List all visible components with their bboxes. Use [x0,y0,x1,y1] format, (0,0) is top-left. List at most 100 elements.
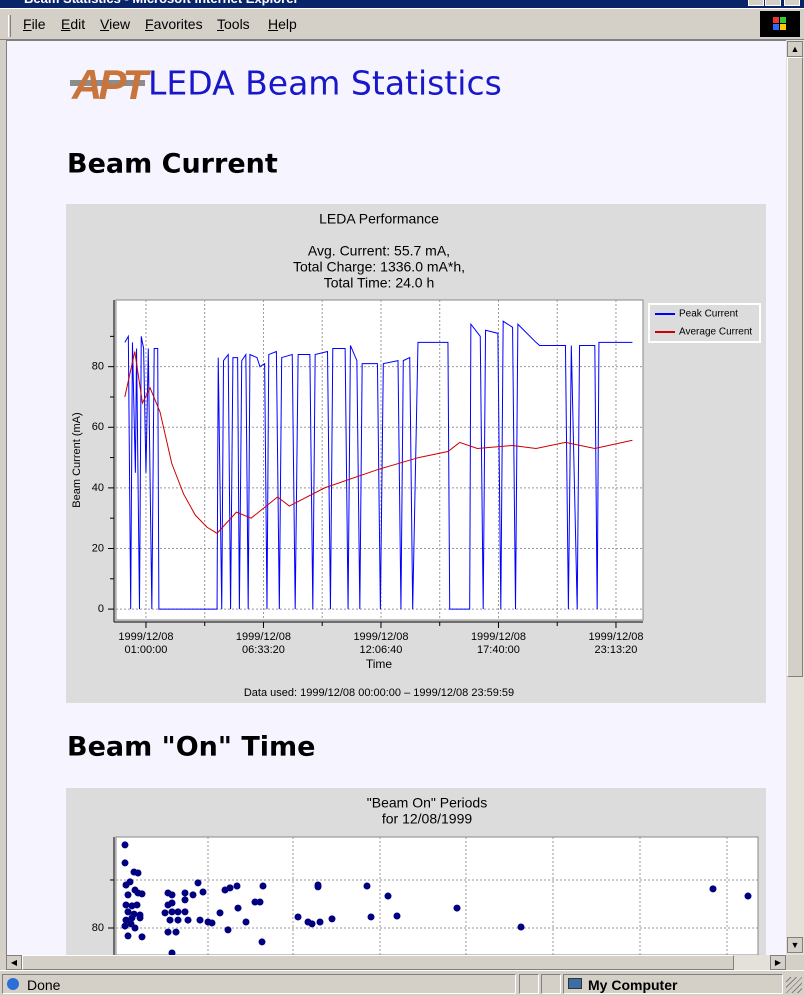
data-point [226,884,234,892]
x-tick-label: 1999/12/08 23:13:20 [588,631,643,656]
data-point [126,878,134,886]
data-point [174,916,182,924]
data-point [138,933,146,941]
logo-square [780,17,786,23]
data-point [134,869,142,877]
data-point [124,908,132,916]
scroll-right[interactable]: ▶ [770,955,786,970]
x-tick-label: 1999/12/08 06:33:20 [236,631,291,656]
scroll-down[interactable]: ▼ [787,937,803,953]
data-point [258,938,266,946]
data-point [393,912,401,920]
y-tick-label: 40 [92,482,104,494]
vertical-scrollbar[interactable]: ▲ ▼ [786,40,804,955]
data-point [744,892,752,900]
scroll-thumb[interactable] [22,955,734,970]
x-tick-label: 1999/12/08 12:06:40 [353,631,408,656]
menu-item[interactable]: Edit [61,16,86,32]
legend-label: Peak Current [679,309,738,320]
window-title: Beam Statistics - Microsoft Internet Exp… [24,0,299,6]
data-point [367,913,375,921]
chart-subtitle: Total Charge: 1336.0 mA*h, [293,259,465,275]
toolbar-grip [8,15,11,37]
plot-area [115,836,759,955]
section-heading: Beam Current [67,149,278,180]
minimize-button[interactable] [748,0,764,6]
data-point [363,882,371,890]
menu-item[interactable]: Help [268,16,297,32]
data-point [168,891,176,899]
logo-square [773,24,779,30]
y-tick-label: 60 [92,421,104,433]
scroll-thumb[interactable] [787,57,803,677]
data-point [189,891,197,899]
data-point [196,916,204,924]
data-point [242,918,250,926]
scroll-up[interactable]: ▲ [787,41,803,57]
data-point [316,918,324,926]
y-tick-label: 20 [92,542,104,554]
data-point [181,896,189,904]
data-point [174,908,182,916]
data-point [122,901,130,909]
chart-subtitle: Avg. Current: 55.7 mA, [308,243,450,259]
computer-icon [568,978,582,989]
menu-item[interactable]: Tools [217,16,250,32]
status-panel: Done [2,974,516,994]
data-point [308,920,316,928]
data-point [128,914,136,922]
y-tick-label: 0 [98,603,104,615]
chart-subtitle: Total Time: 24.0 h [324,275,435,291]
menu-item[interactable]: File [23,16,46,32]
data-point [233,882,241,890]
data-point [122,916,130,924]
ie-icon [7,978,19,990]
y-tick-label: 80 [92,922,104,934]
page-title: LEDA Beam Statistics [148,64,502,103]
logo: APT [71,61,151,108]
data-point [124,891,132,899]
data-point [328,915,336,923]
zone-panel: My Computer [563,974,783,994]
logo-square [780,24,786,30]
status-panel [541,974,561,994]
menu-item[interactable]: View [100,16,131,32]
data-point [294,913,302,921]
menu-bar: File Edit View Favorites Tools Help [0,8,804,40]
legend-box [648,303,761,343]
section-heading: Beam "On" Time [67,732,315,763]
data-point [224,926,232,934]
data-point [181,889,189,897]
x-axis-label: Time [366,657,393,671]
horizontal-scrollbar[interactable]: ◀ ▶ [6,955,786,970]
data-point [234,904,242,912]
x-tick-label: 1999/12/08 01:00:00 [118,631,173,656]
windows-logo [760,11,800,37]
close-button[interactable] [784,0,800,6]
size-grip [786,977,802,993]
data-point [184,916,192,924]
data-point [136,914,144,922]
status-text: Done [27,977,61,993]
data-point [453,904,461,912]
data-point [216,909,224,917]
maximize-button[interactable] [765,0,781,6]
title-bar: Beam Statistics - Microsoft Internet Exp… [0,0,804,8]
menu-item[interactable]: Favorites [145,16,203,32]
data-line [124,351,633,534]
status-bar: Done My Computer [0,970,804,996]
x-tick-label: 1999/12/08 17:40:00 [471,631,526,656]
data-point [121,922,129,930]
status-panel [519,974,539,994]
data-point [138,890,146,898]
data-point [517,923,525,931]
data-point [199,888,207,896]
scroll-left[interactable]: ◀ [6,955,22,970]
data-point [251,898,259,906]
data-point [314,881,322,889]
data-point [259,882,267,890]
data-point [131,924,139,932]
data-point [181,908,189,916]
chart-title: LEDA Performance [319,211,439,227]
